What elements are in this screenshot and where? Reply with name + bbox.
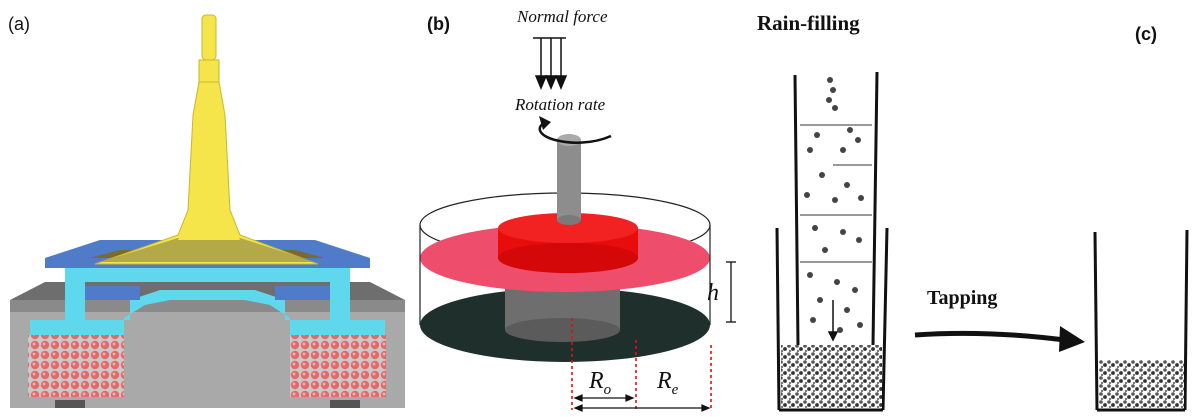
shaft <box>557 140 581 220</box>
bead-chamber-right <box>290 335 386 397</box>
right-container <box>1093 229 1189 412</box>
red-plate-top <box>498 213 638 243</box>
height-indicator <box>726 261 736 323</box>
layer-lines <box>800 124 872 263</box>
panel-b-label: (b) <box>427 14 450 34</box>
rotation-rate-label: Rotation rate <box>514 95 606 114</box>
falling-arrows <box>827 300 839 342</box>
panel-c-label: (c) <box>1135 24 1157 44</box>
radius-inner-label: Ro <box>588 368 612 398</box>
normal-force-label: Normal force <box>516 7 608 26</box>
normal-force-arrows <box>533 37 568 90</box>
rain-filling-title: Rain-filling <box>757 11 860 35</box>
falling-grains <box>804 77 864 333</box>
height-symbol: h <box>707 280 719 306</box>
cell-cross-section-drawing: (a) <box>0 14 415 417</box>
settled-grains-right <box>1099 360 1184 408</box>
upper-tube <box>793 71 879 346</box>
settled-grains-left <box>781 345 882 408</box>
tapping-arrow <box>914 326 1085 352</box>
left-container <box>775 227 889 412</box>
panel-a-label: (a) <box>8 14 30 34</box>
tapping-label: Tapping <box>927 287 997 309</box>
rotation-arrow <box>538 116 612 144</box>
radius-outer-label: Re <box>656 368 679 398</box>
filling-procedure-drawing: Rain-filling (c) <box>757 11 1189 412</box>
panel-b-plate-schematic: (b) Normal force Rotation rate <box>415 0 755 417</box>
plate-schematic-drawing: (b) Normal force Rotation rate <box>419 7 736 412</box>
radius-guides <box>571 318 712 410</box>
radius-arrows <box>573 394 711 412</box>
panel-a-cell-cross-section: (a) <box>0 0 415 417</box>
panel-c-filling-procedure: Rain-filling (c) <box>755 0 1195 417</box>
yellow-bob <box>94 14 319 265</box>
bead-chamber-left <box>28 335 124 397</box>
